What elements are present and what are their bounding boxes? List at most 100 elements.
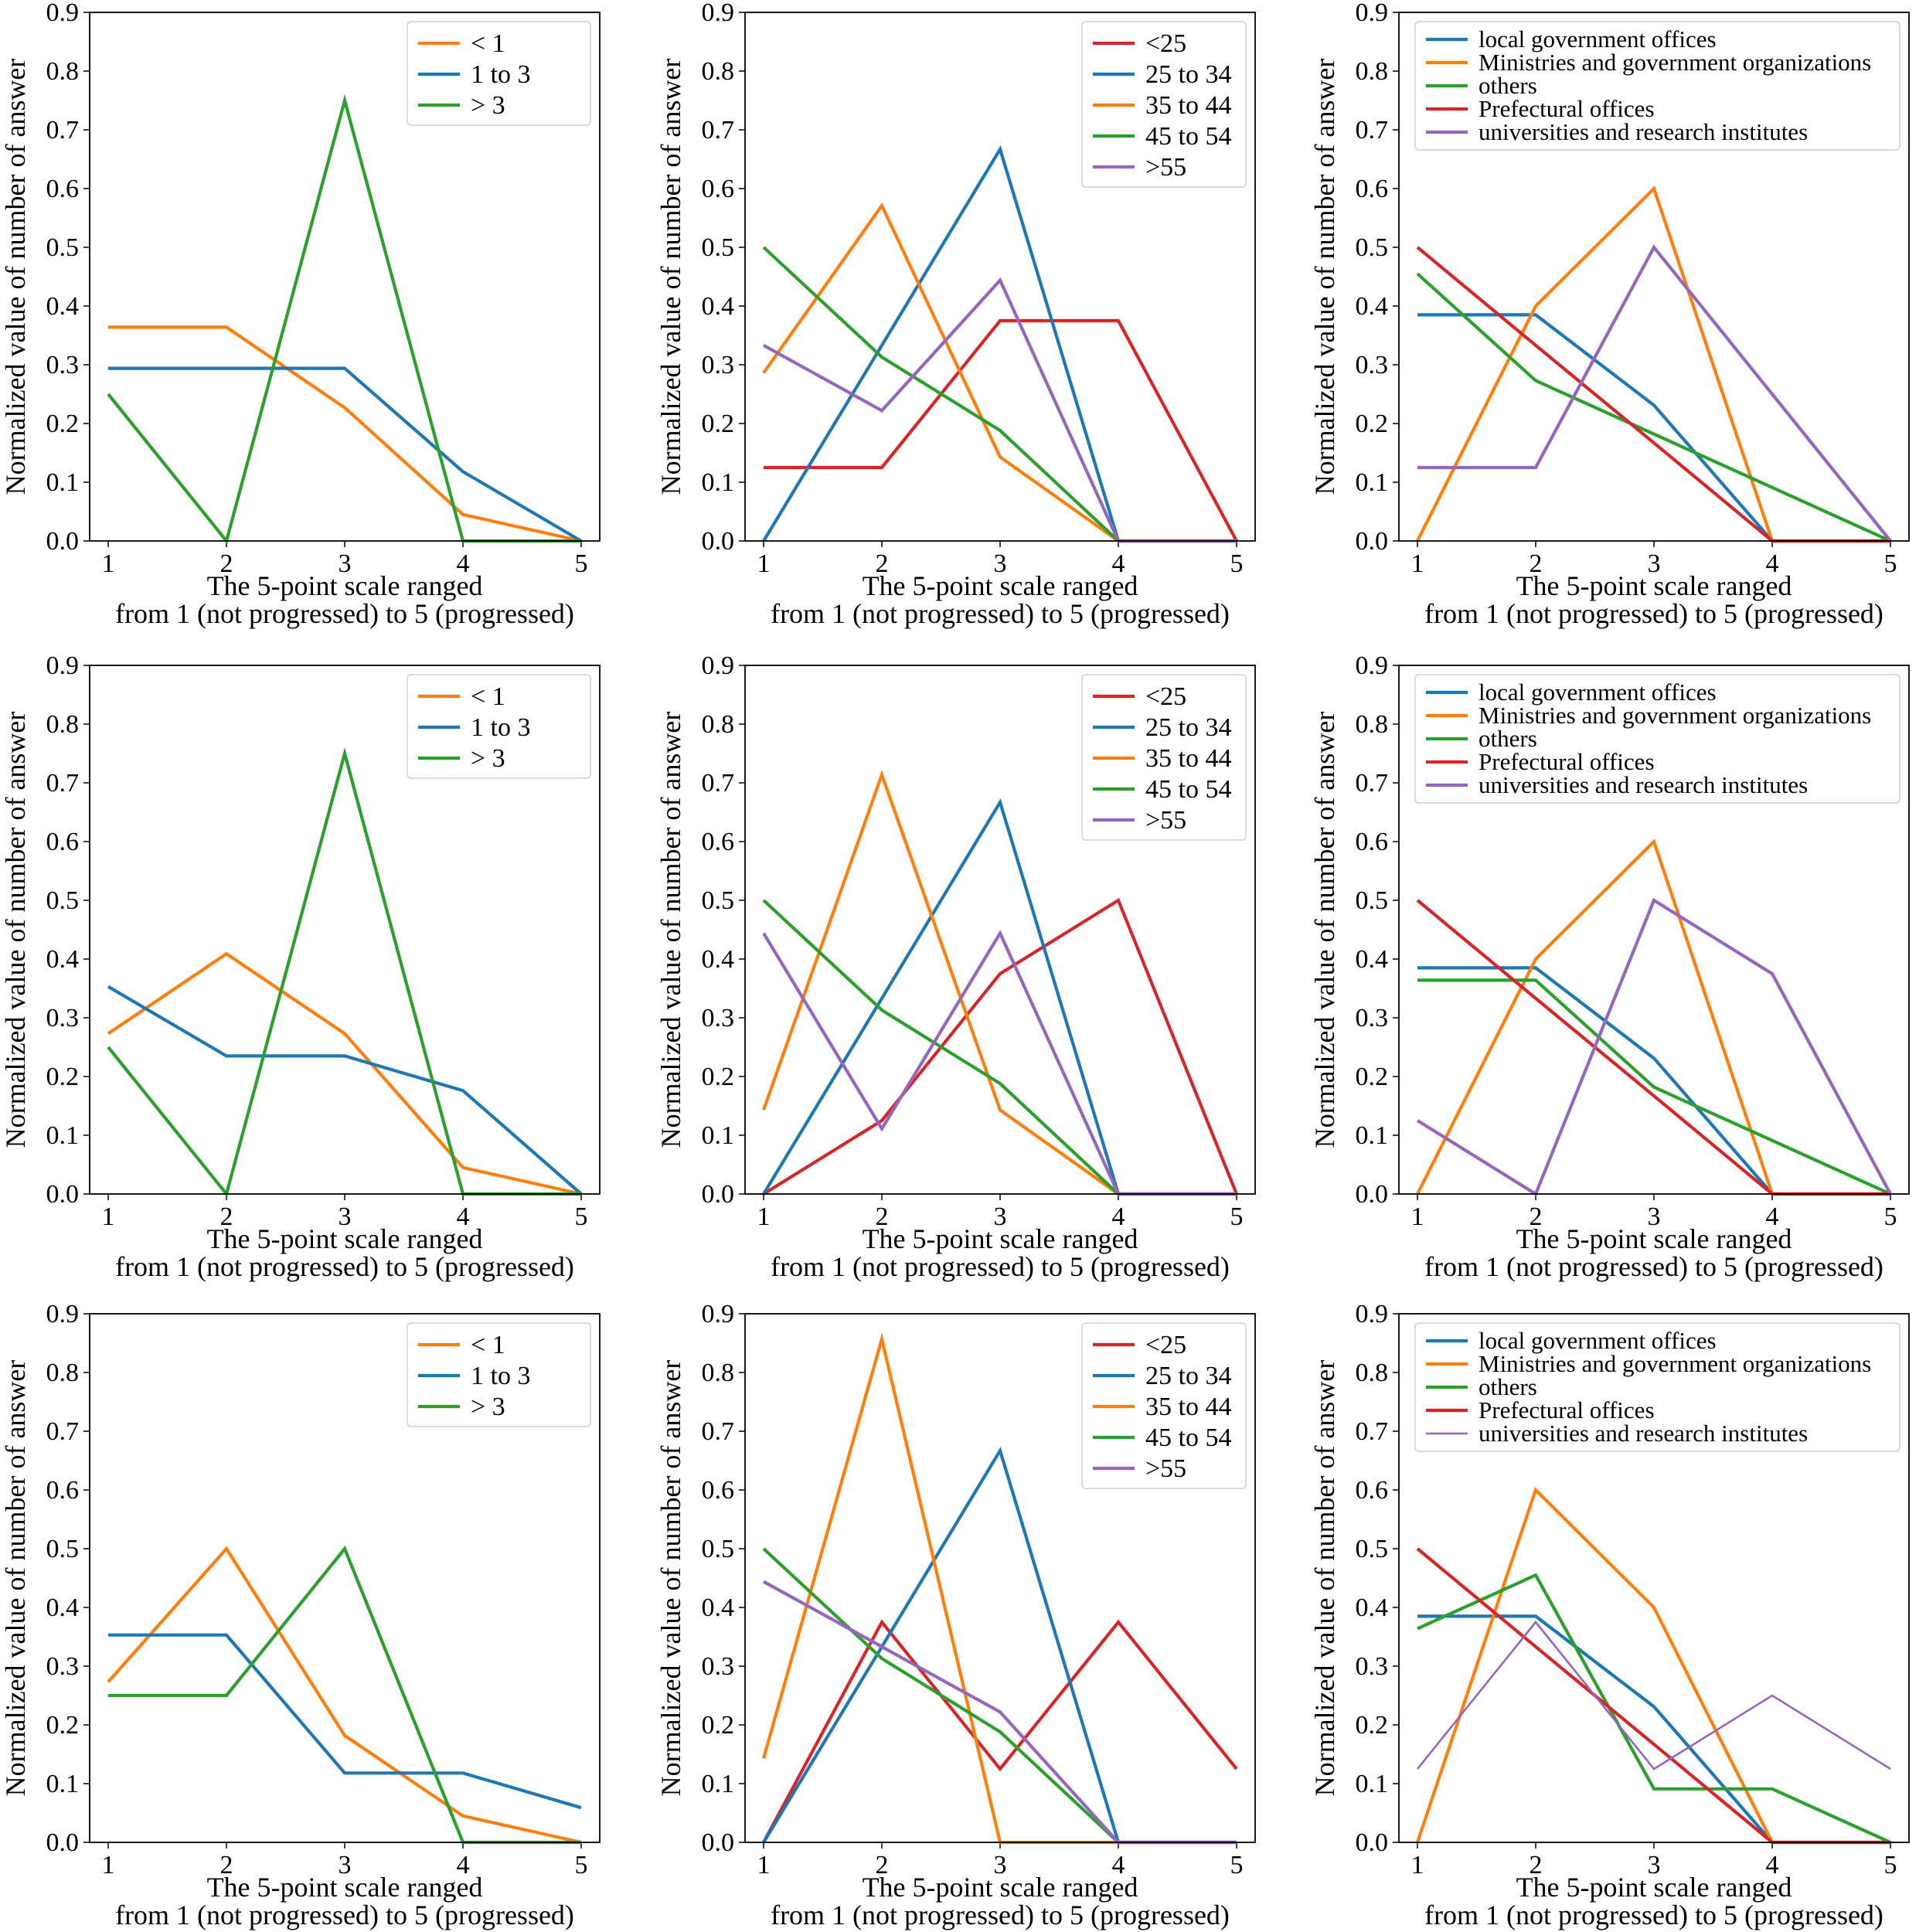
y-tick-label: 0.5 <box>1356 1535 1389 1563</box>
x-tick-label: 1 <box>1411 1202 1424 1231</box>
x-axis-title-line-1: The 5-point scale ranged <box>1516 1223 1792 1254</box>
y-tick-label: 0.7 <box>702 769 735 798</box>
x-tick-label: 2 <box>1530 549 1543 578</box>
x-tick-label: 5 <box>575 1202 588 1231</box>
x-tick-label: 3 <box>1648 1202 1661 1231</box>
series-line-5 <box>1416 1620 1891 1770</box>
y-tick-label: 0.1 <box>1356 1121 1389 1150</box>
legend-label: <25 <box>1145 1331 1186 1359</box>
x-tick-label: 3 <box>339 549 352 578</box>
legend-box <box>1414 21 1900 151</box>
y-tick-label: 0.3 <box>1356 1004 1389 1032</box>
y-tick-label: 0.3 <box>46 1004 80 1032</box>
series-line-2 <box>108 366 583 543</box>
legend-box <box>407 674 591 779</box>
x-tick-label: 3 <box>1648 1851 1661 1879</box>
y-tick-label: 0.8 <box>1356 710 1389 739</box>
x-axis-title-line-1: The 5-point scale ranged <box>1516 1872 1792 1903</box>
y-tick-label: 0.1 <box>46 1121 80 1150</box>
y-tick-label: 0.4 <box>702 1594 735 1622</box>
legend-label: 35 to 44 <box>1145 1393 1231 1421</box>
y-tick-label: 0.4 <box>702 292 735 321</box>
y-tick-label: 0.8 <box>702 710 735 739</box>
y-axis-title: Normalized value of number of answer <box>655 712 686 1148</box>
legend-label: <25 <box>1145 29 1186 58</box>
y-tick-label: 0.2 <box>1356 1063 1389 1091</box>
legend-label: <25 <box>1145 682 1186 711</box>
x-tick-label: 3 <box>994 1202 1007 1231</box>
x-axis-title-line-2: from 1 (not progressed) to 5 (progressed… <box>771 1251 1230 1282</box>
axes-frame <box>89 1313 601 1843</box>
y-tick-label: 0.1 <box>702 468 735 497</box>
y-tick-label: 0.7 <box>46 769 80 798</box>
legend: < 11 to 3> 3 <box>407 1322 591 1427</box>
legend-label: local government offices <box>1479 1327 1717 1354</box>
y-tick-label: 0.6 <box>46 175 80 203</box>
legend-box <box>407 21 591 126</box>
x-axis-title-line-2: from 1 (not progressed) to 5 (progressed… <box>115 1251 574 1282</box>
y-tick-label: 0.8 <box>1356 1359 1389 1387</box>
x-axis-title-line-2: from 1 (not progressed) to 5 (progressed… <box>1424 598 1883 629</box>
legend-label: others <box>1479 72 1537 99</box>
y-tick-label: 0.0 <box>1356 527 1389 556</box>
x-axis-title-line-1: The 5-point scale ranged <box>863 1223 1138 1254</box>
y-tick-label: 0.4 <box>1356 292 1389 321</box>
y-axis-title: Normalized value of number of answer <box>0 712 31 1148</box>
legend-label: >55 <box>1145 1454 1186 1483</box>
x-tick-label: 2 <box>876 1851 889 1879</box>
y-tick-label: 0.0 <box>702 1180 735 1209</box>
legend-label: > 3 <box>471 1393 505 1421</box>
legend-label: 25 to 34 <box>1145 60 1231 89</box>
y-tick-label: 0.4 <box>46 945 80 974</box>
chart-panel-8: 0.0 0.1 0.2 0.3 0.4 0.5 0.6 0.7 0.8 0.9 1 2 3 4 5 The 5… <box>655 1300 1256 1930</box>
y-tick-label: 0.1 <box>1356 468 1389 497</box>
legend-label: universities and research institutes <box>1479 1420 1808 1447</box>
y-tick-label: 0.3 <box>1356 351 1389 379</box>
legend-label: Ministries and government organizations <box>1479 49 1871 76</box>
axes-frame <box>1398 12 1910 542</box>
y-tick-label: 0.8 <box>702 1359 735 1387</box>
y-tick-label: 0.8 <box>46 57 80 86</box>
y-tick-label: 0.8 <box>46 1359 80 1387</box>
x-tick-label: 1 <box>102 1851 115 1879</box>
y-tick-label: 0.4 <box>702 945 735 974</box>
y-tick-label: 0.6 <box>702 828 735 856</box>
legend: < 11 to 3> 3 <box>407 674 591 779</box>
chart-panel-9: 0.0 0.1 0.2 0.3 0.4 0.5 0.6 0.7 0.8 0.9 1 2 3 4 5 The 5… <box>1309 1300 1910 1930</box>
y-tick-label: 0.5 <box>1356 886 1389 915</box>
x-axis-title-line-2: from 1 (not progressed) to 5 (progressed… <box>1424 1251 1883 1282</box>
y-tick-label: 0.6 <box>702 1476 735 1505</box>
legend-label: 25 to 34 <box>1145 1362 1231 1390</box>
y-tick-label: 0.1 <box>1356 1770 1389 1798</box>
y-tick-label: 0.2 <box>46 410 80 438</box>
y-axis-title: Normalized value of number of answer <box>0 59 31 495</box>
axes-frame <box>744 665 1256 1195</box>
legend-label: 1 to 3 <box>471 713 530 742</box>
x-tick-label: 4 <box>457 1202 470 1231</box>
x-tick-label: 5 <box>1884 1851 1897 1879</box>
y-axis-title: Normalized value of number of answer <box>1309 712 1340 1148</box>
x-tick-label: 2 <box>876 549 889 578</box>
y-tick-label: 0.2 <box>702 1711 735 1740</box>
y-tick-label: 0.8 <box>1356 57 1389 86</box>
legend-label: 45 to 54 <box>1145 1423 1231 1452</box>
legend-box <box>1081 674 1247 841</box>
legend-label: >55 <box>1145 153 1186 182</box>
y-tick-label: 0.6 <box>46 828 80 856</box>
x-tick-label: 5 <box>1230 1851 1244 1879</box>
x-tick-label: 5 <box>575 1851 588 1879</box>
legend-box <box>1081 21 1247 188</box>
y-tick-label: 0.5 <box>702 886 735 915</box>
legend-label: 1 to 3 <box>471 60 530 89</box>
y-tick-label: 0.0 <box>1356 1180 1389 1209</box>
x-tick-label: 5 <box>1230 549 1244 578</box>
chart-panel-6: 0.0 0.1 0.2 0.3 0.4 0.5 0.6 0.7 0.8 0.9 1 2 3 4 5 The 5… <box>1309 651 1910 1282</box>
x-axis-title-line-1: The 5-point scale ranged <box>207 570 483 601</box>
x-tick-label: 5 <box>1884 549 1897 578</box>
y-tick-label: 0.1 <box>46 1770 80 1798</box>
chart-panel-4: 0.0 0.1 0.2 0.3 0.4 0.5 0.6 0.7 0.8 0.9 1 2 3 4 5 The 5… <box>0 651 601 1282</box>
y-tick-label: 0.0 <box>702 1828 735 1857</box>
